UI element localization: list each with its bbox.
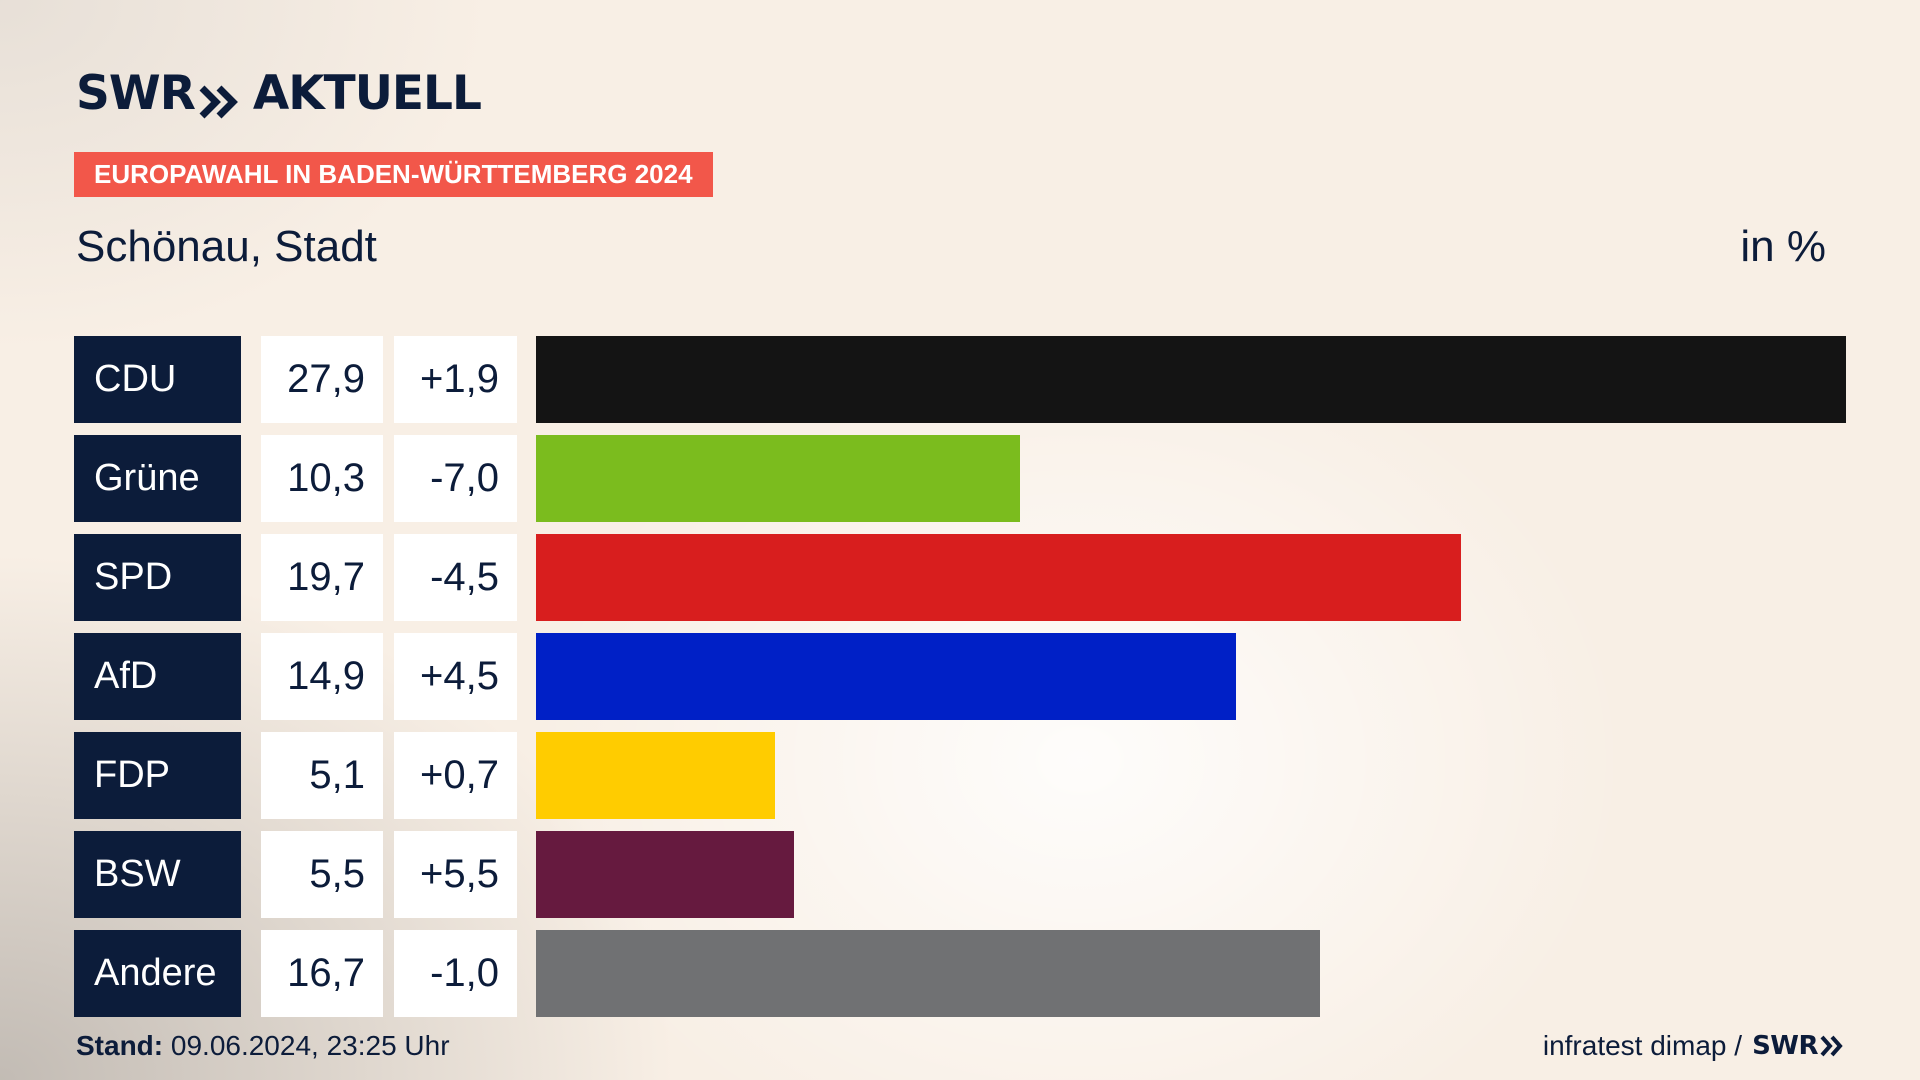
result-row: Grüne 10,3 -7,0 bbox=[74, 435, 1846, 522]
vote-share-value: 5,5 bbox=[261, 831, 383, 918]
result-row: BSW 5,5 +5,5 bbox=[74, 831, 1846, 918]
result-row: Andere 16,7 -1,0 bbox=[74, 930, 1846, 1017]
party-label: SPD bbox=[74, 534, 241, 621]
logo-swr-text: SWR bbox=[76, 65, 196, 121]
source-credit: infratest dimap / SWR bbox=[1543, 1030, 1844, 1062]
vote-share-value: 14,9 bbox=[261, 633, 383, 720]
vote-share-value: 10,3 bbox=[261, 435, 383, 522]
result-bar bbox=[536, 336, 1846, 423]
vote-change-value: -1,0 bbox=[394, 930, 517, 1017]
vote-share-value: 19,7 bbox=[261, 534, 383, 621]
swr-footer-logo: SWR bbox=[1752, 1031, 1844, 1061]
party-label: FDP bbox=[74, 732, 241, 819]
footer-double-chevron-icon bbox=[1820, 1035, 1843, 1057]
result-bar bbox=[536, 732, 776, 819]
result-row: AfD 14,9 +4,5 bbox=[74, 633, 1846, 720]
results-chart: CDU 27,9 +1,9 Grüne 10,3 -7,0 SPD 19,7 -4,5 AfD 14… bbox=[74, 336, 1846, 1029]
result-row: CDU 27,9 +1,9 bbox=[74, 336, 1846, 423]
vote-change-value: +4,5 bbox=[394, 633, 517, 720]
vote-change-value: -7,0 bbox=[394, 435, 517, 522]
party-label: Andere bbox=[74, 930, 241, 1017]
source-text: infratest dimap / bbox=[1542, 1030, 1743, 1061]
party-label: Grüne bbox=[74, 435, 241, 522]
result-bar bbox=[536, 633, 1236, 720]
vote-share-value: 27,9 bbox=[261, 336, 383, 423]
vote-change-value: +0,7 bbox=[394, 732, 517, 819]
unit-label: in % bbox=[1740, 222, 1826, 271]
party-label: AfD bbox=[74, 633, 241, 720]
party-label: BSW bbox=[74, 831, 241, 918]
vote-change-value: +5,5 bbox=[394, 831, 517, 918]
result-bar bbox=[536, 534, 1461, 621]
vote-share-value: 16,7 bbox=[261, 930, 383, 1017]
vote-change-value: +1,9 bbox=[394, 336, 517, 423]
vote-share-value: 5,1 bbox=[261, 732, 383, 819]
party-label: CDU bbox=[74, 336, 241, 423]
stand-label: Stand: bbox=[76, 1030, 164, 1061]
result-bar bbox=[536, 831, 795, 918]
result-row: FDP 5,1 +0,7 bbox=[74, 732, 1846, 819]
stand-value: 09.06.2024, 23:25 Uhr bbox=[170, 1030, 450, 1061]
result-row: SPD 19,7 -4,5 bbox=[74, 534, 1846, 621]
result-bar bbox=[536, 435, 1020, 522]
region-title: Schönau, Stadt bbox=[76, 222, 377, 271]
timestamp: Stand: 09.06.2024, 23:25 Uhr bbox=[76, 1030, 450, 1062]
result-bar bbox=[536, 930, 1321, 1017]
double-chevron-right-icon bbox=[199, 76, 239, 119]
vote-change-value: -4,5 bbox=[394, 534, 517, 621]
election-badge: EUROPAWAHL IN BADEN-WÜRTTEMBERG 2024 bbox=[74, 152, 713, 197]
footer-swr-text: SWR bbox=[1752, 1031, 1818, 1061]
swr-aktuell-logo: SWR AKTUELL bbox=[76, 65, 482, 121]
logo-aktuell-text: AKTUELL bbox=[252, 65, 482, 121]
